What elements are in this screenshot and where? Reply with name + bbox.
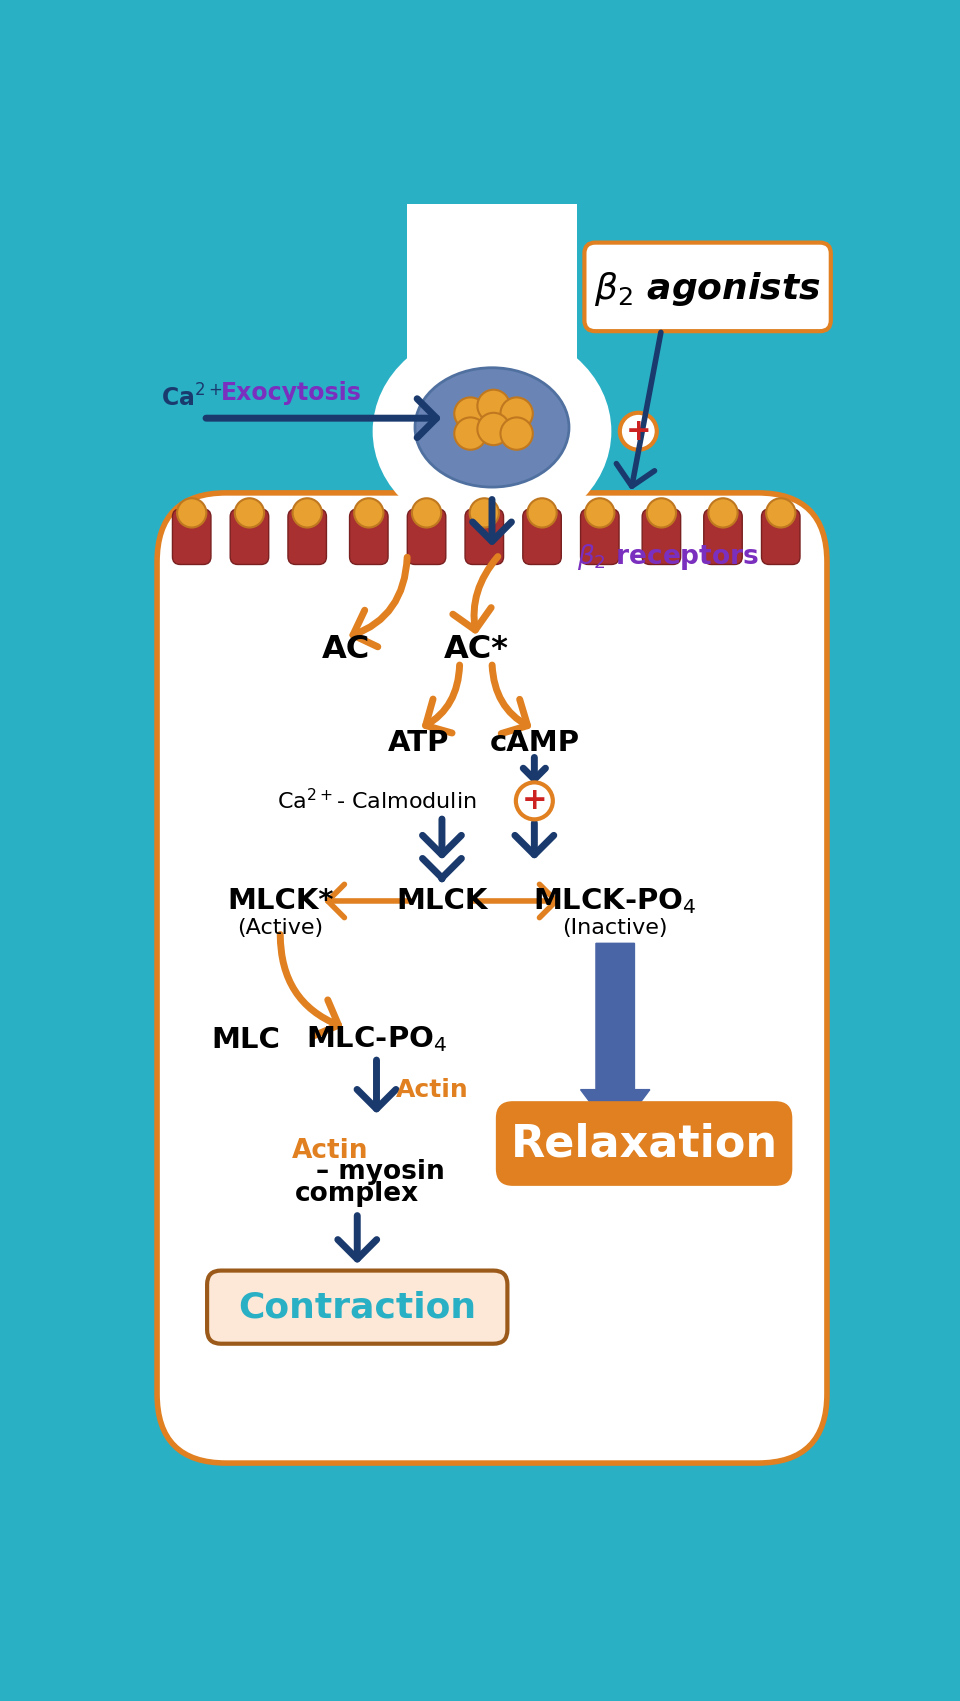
FancyArrowPatch shape xyxy=(616,332,660,486)
Text: AC*: AC* xyxy=(444,634,509,665)
Text: cAMP: cAMP xyxy=(490,730,580,757)
FancyBboxPatch shape xyxy=(465,509,504,565)
Circle shape xyxy=(620,413,657,449)
FancyArrowPatch shape xyxy=(280,934,339,1036)
Circle shape xyxy=(527,498,557,527)
Circle shape xyxy=(412,498,442,527)
Text: MLC: MLC xyxy=(211,1026,280,1053)
Text: Ca$^{2+}$: Ca$^{2+}$ xyxy=(161,384,223,412)
Circle shape xyxy=(477,390,510,422)
FancyBboxPatch shape xyxy=(230,509,269,565)
Circle shape xyxy=(586,498,614,527)
Text: Relaxation: Relaxation xyxy=(511,1123,778,1165)
Text: ATP: ATP xyxy=(388,730,449,757)
FancyArrowPatch shape xyxy=(422,820,462,856)
Text: Actin: Actin xyxy=(292,1138,369,1163)
Circle shape xyxy=(708,498,737,527)
FancyBboxPatch shape xyxy=(407,509,445,565)
Text: +: + xyxy=(521,786,547,815)
Circle shape xyxy=(516,782,553,820)
FancyArrowPatch shape xyxy=(425,665,460,733)
Circle shape xyxy=(454,398,487,430)
Circle shape xyxy=(454,417,487,449)
FancyArrowPatch shape xyxy=(473,885,556,917)
FancyArrowPatch shape xyxy=(472,500,512,541)
Ellipse shape xyxy=(415,367,569,486)
Circle shape xyxy=(293,498,322,527)
FancyArrowPatch shape xyxy=(357,1060,396,1109)
FancyBboxPatch shape xyxy=(496,1101,792,1186)
Text: MLC-PO$_4$: MLC-PO$_4$ xyxy=(306,1024,447,1055)
Circle shape xyxy=(500,417,533,449)
Text: – myosin: – myosin xyxy=(316,1158,444,1186)
FancyArrowPatch shape xyxy=(338,1216,376,1259)
Circle shape xyxy=(766,498,796,527)
FancyArrowPatch shape xyxy=(422,859,462,879)
FancyArrowPatch shape xyxy=(515,823,554,856)
Text: Exocytosis: Exocytosis xyxy=(221,381,362,405)
Circle shape xyxy=(647,498,676,527)
Text: $\beta_2$ agonists: $\beta_2$ agonists xyxy=(594,270,821,308)
Text: (Inactive): (Inactive) xyxy=(563,919,668,937)
FancyBboxPatch shape xyxy=(349,509,388,565)
Circle shape xyxy=(235,498,264,527)
Circle shape xyxy=(469,498,499,527)
Ellipse shape xyxy=(372,327,612,536)
FancyArrowPatch shape xyxy=(327,885,411,917)
FancyArrowPatch shape xyxy=(492,665,528,733)
FancyArrowPatch shape xyxy=(206,398,437,437)
Text: MLCK-PO$_4$: MLCK-PO$_4$ xyxy=(534,886,697,915)
FancyArrow shape xyxy=(581,944,650,1136)
Circle shape xyxy=(177,498,206,527)
Circle shape xyxy=(477,413,510,446)
FancyArrowPatch shape xyxy=(453,556,498,629)
Text: Ca$^{2+}$- Calmodulin: Ca$^{2+}$- Calmodulin xyxy=(276,788,476,813)
FancyBboxPatch shape xyxy=(523,509,562,565)
FancyBboxPatch shape xyxy=(173,509,211,565)
FancyBboxPatch shape xyxy=(207,1271,508,1344)
FancyBboxPatch shape xyxy=(585,243,830,332)
Text: MLCK: MLCK xyxy=(396,886,488,915)
Text: AC: AC xyxy=(322,634,370,665)
FancyArrowPatch shape xyxy=(353,558,407,646)
FancyBboxPatch shape xyxy=(704,509,742,565)
Text: Actin: Actin xyxy=(396,1078,468,1102)
FancyBboxPatch shape xyxy=(761,509,800,565)
FancyBboxPatch shape xyxy=(581,509,619,565)
FancyBboxPatch shape xyxy=(288,509,326,565)
FancyBboxPatch shape xyxy=(407,204,577,381)
Text: +: + xyxy=(626,417,651,446)
Text: Contraction: Contraction xyxy=(238,1291,476,1325)
Text: (Active): (Active) xyxy=(237,919,324,937)
FancyBboxPatch shape xyxy=(157,493,827,1463)
Text: $\beta_2$ receptors: $\beta_2$ receptors xyxy=(577,543,758,573)
Text: complex: complex xyxy=(295,1180,420,1206)
Text: MLCK*: MLCK* xyxy=(227,886,333,915)
FancyArrowPatch shape xyxy=(523,757,545,779)
FancyBboxPatch shape xyxy=(642,509,681,565)
Circle shape xyxy=(354,498,383,527)
Circle shape xyxy=(500,398,533,430)
